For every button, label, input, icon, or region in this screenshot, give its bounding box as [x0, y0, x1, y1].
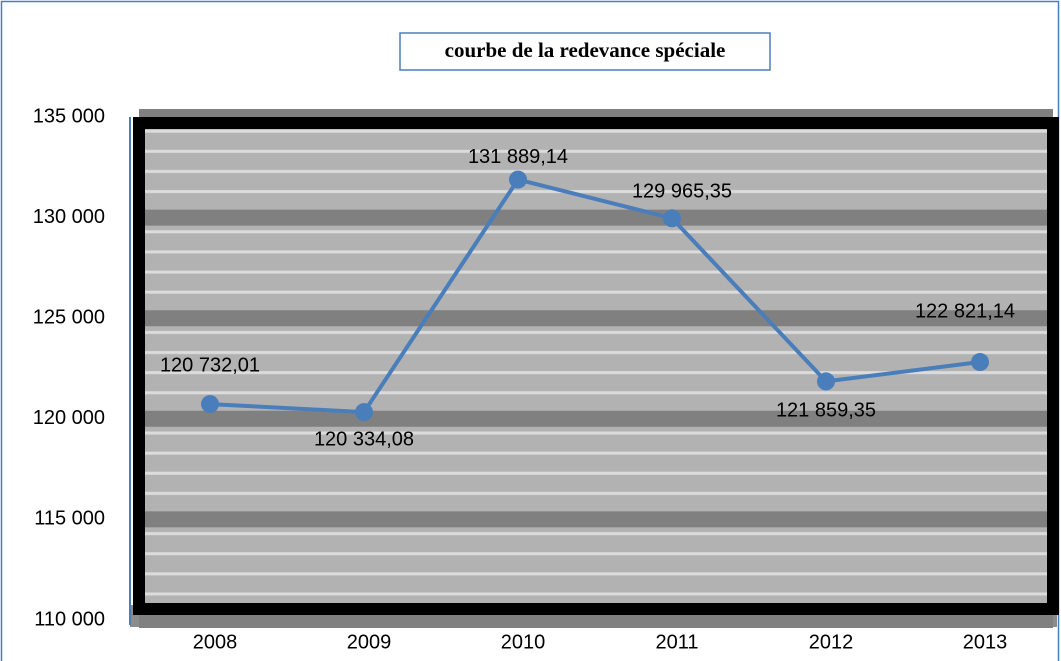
line	[209, 177, 981, 415]
data-label: 122 821,14	[915, 300, 1015, 322]
x-tick-label: 2013	[963, 631, 1008, 653]
data-label: 121 859,35	[776, 400, 876, 422]
y-tick-label: 110 000	[34, 608, 105, 630]
data-label: 129 965,35	[632, 181, 732, 203]
x-tick-label: 2010	[501, 631, 546, 653]
plot-frame	[133, 117, 1059, 615]
point	[971, 353, 989, 372]
data-label: 120 732,01	[160, 354, 260, 376]
chart-title: courbe de la redevance spéciale	[445, 38, 726, 62]
point	[509, 170, 527, 189]
data-label: 120 334,08	[314, 428, 414, 450]
y-tick-label: 115 000	[34, 508, 105, 530]
point	[201, 395, 219, 414]
point	[817, 372, 835, 391]
x-tick-label: 2011	[655, 631, 698, 653]
y-tick-label: 125 000	[33, 306, 105, 328]
y-tick-label: 130 000	[33, 206, 105, 228]
x-tick-label: 2008	[193, 631, 238, 653]
x-tick-label: 2012	[809, 631, 854, 653]
title-box	[399, 32, 771, 71]
plot-area	[139, 123, 1053, 609]
y-tick-label: 120 000	[33, 407, 105, 429]
y-tick-label: 135 000	[33, 105, 105, 127]
point	[663, 209, 681, 228]
x-tick-label: 2009	[347, 631, 392, 653]
point	[355, 403, 373, 422]
data-label: 131 889,14	[468, 146, 568, 168]
